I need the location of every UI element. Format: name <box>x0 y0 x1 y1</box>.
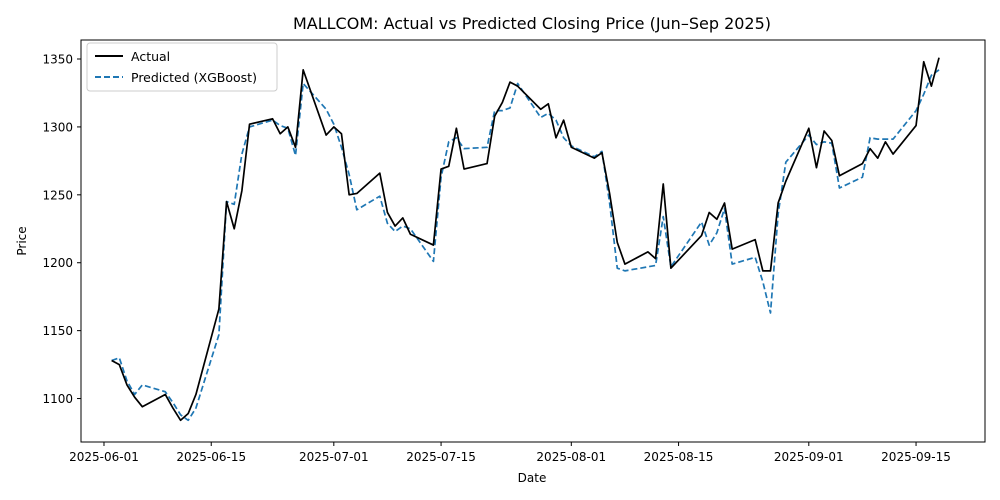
y-tick-label: 1100 <box>42 392 73 406</box>
x-tick-label: 2025-08-01 <box>536 450 606 464</box>
x-tick-label: 2025-09-15 <box>881 450 951 464</box>
y-axis-label: Price <box>15 226 29 255</box>
x-tick-label: 2025-07-01 <box>299 450 369 464</box>
y-tick-label: 1300 <box>42 120 73 134</box>
y-tick-label: 1150 <box>42 324 73 338</box>
plot-area <box>111 57 940 422</box>
legend-label-actual: Actual <box>131 49 170 64</box>
x-tick-label: 2025-07-15 <box>406 450 476 464</box>
chart-title: MALLCOM: Actual vs Predicted Closing Pri… <box>293 14 771 33</box>
x-tick-label: 2025-09-01 <box>774 450 844 464</box>
x-tick-label: 2025-08-15 <box>644 450 714 464</box>
y-tick-label: 1350 <box>42 53 73 67</box>
legend-box <box>86 42 278 92</box>
y-axis: 1100 1150 1200 1250 1300 1350 <box>42 53 81 406</box>
legend-label-predicted: Predicted (XGBoost) <box>131 70 257 85</box>
y-tick-label: 1250 <box>42 188 73 202</box>
x-tick-label: 2025-06-01 <box>69 450 139 464</box>
y-tick-label: 1200 <box>42 256 73 270</box>
series-line-actual <box>111 57 940 422</box>
x-axis-label: Date <box>518 471 547 485</box>
x-tick-label: 2025-06-15 <box>176 450 246 464</box>
x-axis: 2025-06-01 2025-06-15 2025-07-01 2025-07-15… <box>69 442 951 464</box>
legend: Actual Predicted (XGBoost) <box>86 42 278 92</box>
plot-frame <box>80 39 986 443</box>
